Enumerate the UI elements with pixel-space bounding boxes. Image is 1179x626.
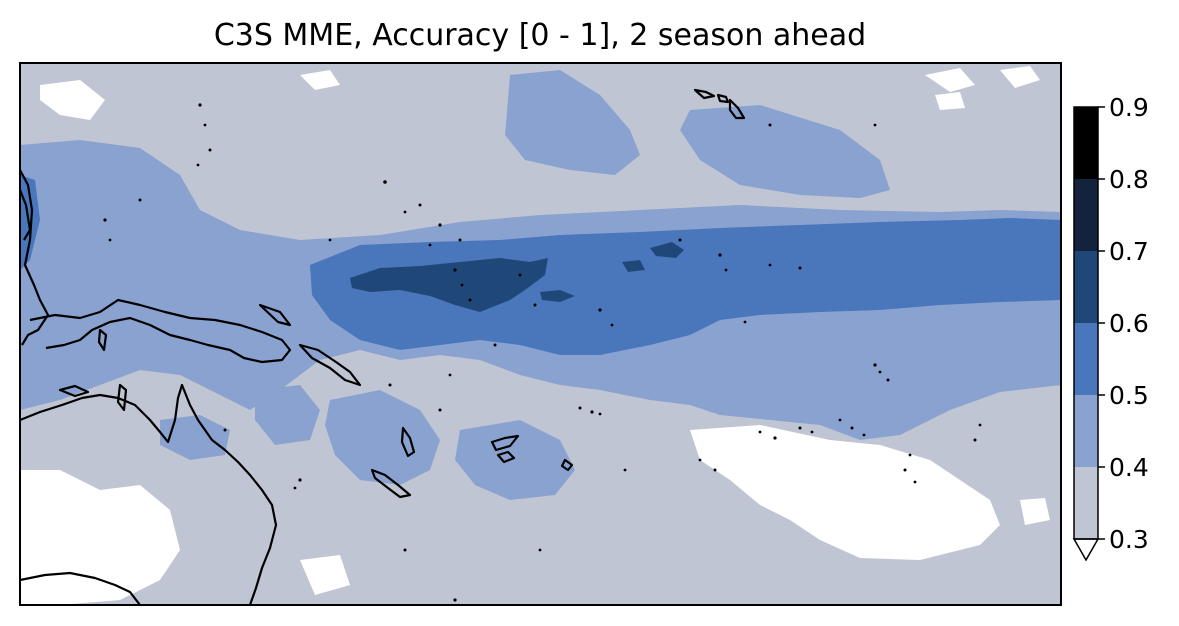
colorbar-tick-label: 0.8 [1109, 165, 1149, 194]
small-islands [103, 103, 982, 602]
colorbar-tick-label: 0.9 [1109, 93, 1149, 122]
colorbar-segment [1074, 179, 1098, 251]
colorbar-under-triangle [1072, 538, 1100, 562]
colorbar-tick-label: 0.7 [1109, 237, 1149, 266]
colorbar-tick-label: 0.6 [1109, 309, 1149, 338]
map-panel [20, 63, 1061, 605]
colorbar-tick-label: 0.4 [1109, 453, 1149, 482]
colorbar-segment [1074, 467, 1098, 539]
accuracy-level-0.6-0.7 [350, 242, 684, 312]
colorbar-segment [1074, 323, 1098, 395]
colorbar-tick-label: 0.5 [1109, 381, 1149, 410]
colorbar-segment [1074, 107, 1098, 179]
coastlines [20, 88, 746, 605]
accuracy-level-0.5-0.6 [20, 175, 1061, 355]
colorbar: 0.9 0.8 0.7 0.6 0.5 0.4 0.3 [1072, 93, 1149, 562]
map-frame [19, 62, 1062, 606]
map-title: C3S MME, Accuracy [0 - 1], 2 season ahea… [214, 18, 866, 53]
colorbar-segment [1074, 251, 1098, 323]
colorbar-segment [1074, 395, 1098, 467]
colorbar-tick-label: 0.3 [1109, 525, 1149, 554]
